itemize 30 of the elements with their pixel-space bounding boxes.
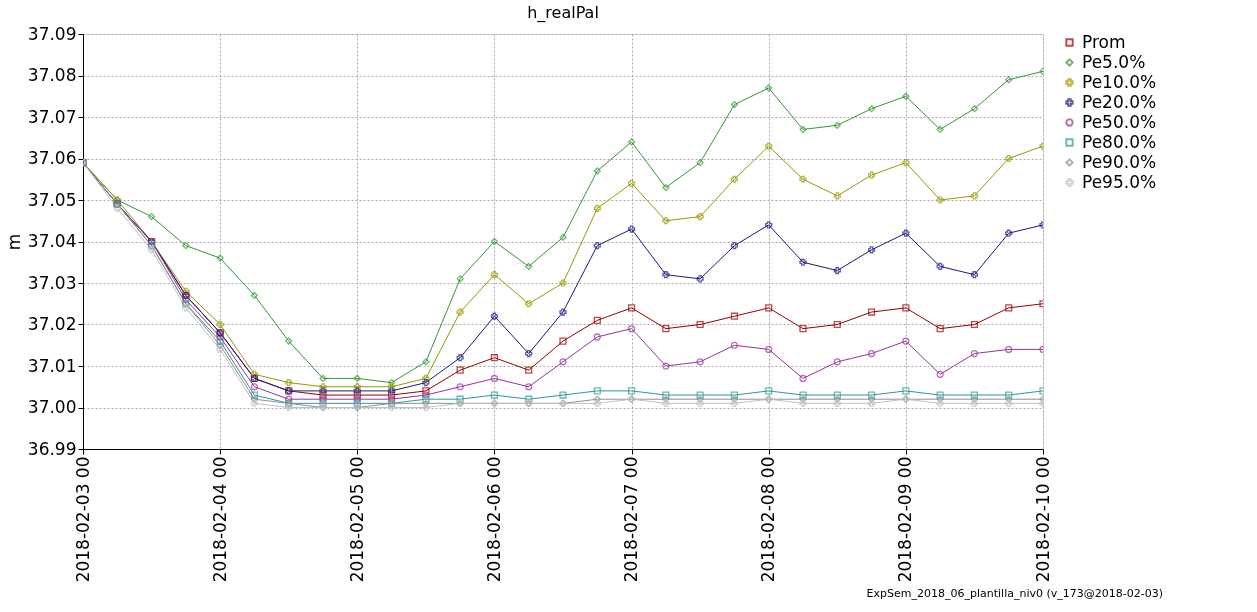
legend-label: Pe5.0% (1082, 51, 1146, 72)
y-tick-label: 37.07 (27, 106, 77, 127)
y-tick-label: 36.99 (27, 438, 77, 459)
x-tick-label: 2018-02-06 00 (483, 456, 504, 583)
x-tick-label: 2018-02-05 00 (346, 456, 367, 583)
y-tick-label: 37.01 (27, 355, 77, 376)
y-axis-title: m (3, 233, 24, 251)
x-tick-label: 2018-02-09 00 (895, 456, 916, 583)
y-tick-label: 37.06 (27, 148, 77, 168)
x-tick-label: 2018-02-04 00 (209, 456, 230, 583)
legend-label: Pe90.0% (1082, 151, 1157, 172)
y-tick-label: 37.02 (27, 314, 77, 334)
y-tick-label: 37.03 (27, 272, 77, 293)
x-tick-label: 2018-02-07 00 (621, 456, 642, 583)
legend-label: Prom (1082, 31, 1126, 52)
legend-label: Pe10.0% (1082, 71, 1157, 92)
x-tick-label: 2018-02-03 00 (72, 456, 93, 583)
y-tick-label: 37.04 (27, 231, 77, 251)
y-tick-label: 37.08 (27, 65, 77, 85)
legend-label: Pe50.0% (1082, 111, 1157, 132)
legend-label: Pe80.0% (1082, 131, 1157, 152)
legend-label: Pe95.0% (1082, 171, 1157, 192)
y-tick-label: 37.09 (27, 23, 77, 44)
x-tick-label: 2018-02-10 00 (1032, 456, 1053, 583)
x-tick-label: 2018-02-08 00 (758, 456, 779, 583)
y-tick-label: 37.05 (27, 189, 77, 210)
text: ExpSem_2018_06_plantilla_niv0 (v_173@2018-02-03) (866, 587, 1163, 600)
chart-title: h_realPal (527, 3, 599, 23)
y-tick-label: 37.00 (27, 397, 77, 417)
legend-label: Pe20.0% (1082, 91, 1157, 112)
